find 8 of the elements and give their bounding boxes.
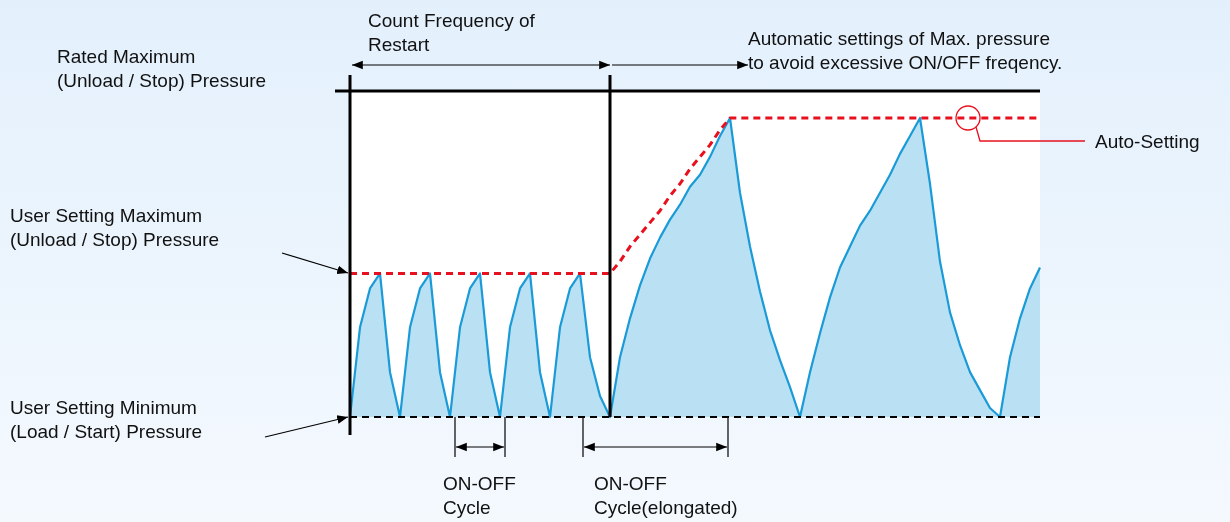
ref-line-label: Rated Maximum (Unload / Stop) Pressure (57, 46, 267, 92)
text: Auto-Setting (1095, 131, 1200, 152)
text: User Setting Maximum (Unload / Stop) Pressure (10, 205, 220, 250)
text: User Setting Minimum (Load / Start) Pressure (10, 397, 203, 442)
text: Count Frequency of Restart (368, 10, 536, 55)
text: ON-OFF Cycle(elongated) (594, 473, 738, 518)
text: ON-OFF Cycle (443, 473, 516, 518)
text: Automatic settings of Max. pressure to avoid excessive ON/OFF freqency. (748, 28, 1063, 73)
